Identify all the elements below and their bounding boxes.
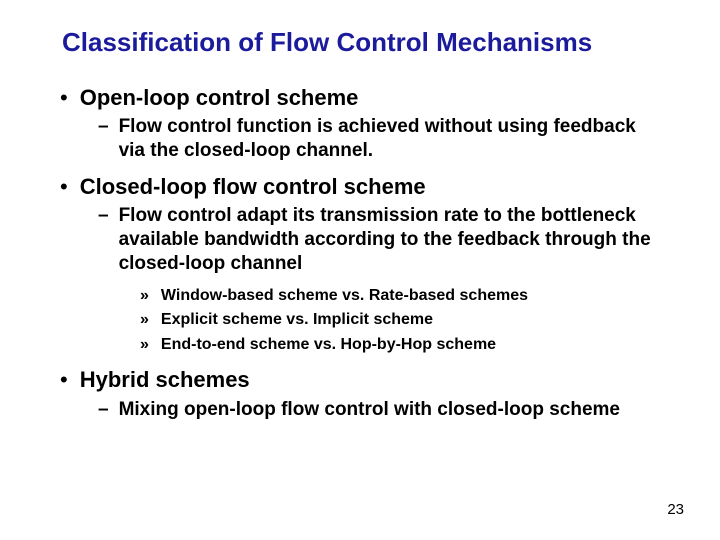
sub-sub-list: » Window-based scheme vs. Rate-based sch…: [60, 286, 670, 356]
raquo-icon: »: [140, 335, 149, 356]
item-label: Mixing open-loop flow control with close…: [119, 398, 620, 422]
list-item: • Hybrid schemes – Mixing open-loop flow…: [60, 366, 670, 421]
item-label: Closed-loop flow control scheme: [80, 173, 426, 201]
bullet-icon: •: [60, 174, 68, 200]
slide: Classification of Flow Control Mechanism…: [0, 0, 720, 540]
list-item: – Flow control function is achieved with…: [98, 115, 670, 163]
dash-icon: –: [98, 115, 109, 139]
item-label: Hybrid schemes: [80, 366, 250, 394]
list-item: » Explicit scheme vs. Implicit scheme: [140, 310, 670, 331]
list-item: – Flow control adapt its transmission ra…: [98, 204, 670, 275]
dash-icon: –: [98, 398, 109, 422]
slide-title: Classification of Flow Control Mechanism…: [62, 28, 670, 58]
bullet-icon: •: [60, 367, 68, 393]
list-item: – Mixing open-loop flow control with clo…: [98, 398, 670, 422]
page-number: 23: [667, 501, 684, 518]
item-label: Flow control function is achieved withou…: [119, 115, 659, 163]
list-item: • Open-loop control scheme – Flow contro…: [60, 84, 670, 163]
sub-list: – Flow control adapt its transmission ra…: [60, 204, 670, 275]
item-label: Window-based scheme vs. Rate-based schem…: [161, 286, 528, 307]
list-item: » End-to-end scheme vs. Hop-by-Hop schem…: [140, 335, 670, 356]
bullet-list: • Open-loop control scheme – Flow contro…: [50, 84, 670, 421]
list-item: » Window-based scheme vs. Rate-based sch…: [140, 286, 670, 307]
raquo-icon: »: [140, 310, 149, 331]
sub-list: – Flow control function is achieved with…: [60, 115, 670, 163]
item-label: Explicit scheme vs. Implicit scheme: [161, 310, 433, 331]
item-label: Flow control adapt its transmission rate…: [119, 204, 659, 275]
item-label: Open-loop control scheme: [80, 84, 359, 112]
dash-icon: –: [98, 204, 109, 228]
list-item: • Closed-loop flow control scheme – Flow…: [60, 173, 670, 356]
raquo-icon: »: [140, 286, 149, 307]
bullet-icon: •: [60, 85, 68, 111]
sub-list: – Mixing open-loop flow control with clo…: [60, 398, 670, 422]
item-label: End-to-end scheme vs. Hop-by-Hop scheme: [161, 335, 496, 356]
